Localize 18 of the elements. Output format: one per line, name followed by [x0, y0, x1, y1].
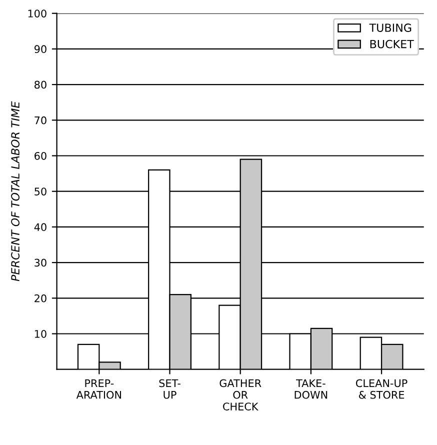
x-tick-label: PREP- ARATION [76, 379, 121, 399]
y-tick-label: 10 [34, 330, 46, 338]
y-tick-label: 20 [34, 294, 46, 302]
y-axis-title: PERCENT OF TOTAL LABOR TIME [11, 101, 20, 282]
x-tick-label: SET- UP [159, 379, 180, 399]
y-tick-label: 30 [34, 258, 46, 267]
y-tick-label: 100 [28, 10, 46, 18]
legend-label: BUCKET [370, 40, 414, 48]
x-tick-label: GATHER OR CHECK [220, 379, 262, 410]
y-tick-label: 80 [34, 80, 46, 89]
y-tick-label: 70 [34, 116, 46, 124]
legend-label: TUBING [369, 24, 412, 32]
x-tick-label: TAKE- DOWN [294, 379, 328, 399]
y-tick-label: 40 [34, 223, 46, 232]
y-tick-label: 90 [34, 45, 46, 54]
y-tick-label: 60 [34, 152, 46, 160]
y-tick-label: 50 [34, 188, 46, 196]
x-tick-label: CLEAN-UP & STORE [356, 379, 408, 399]
